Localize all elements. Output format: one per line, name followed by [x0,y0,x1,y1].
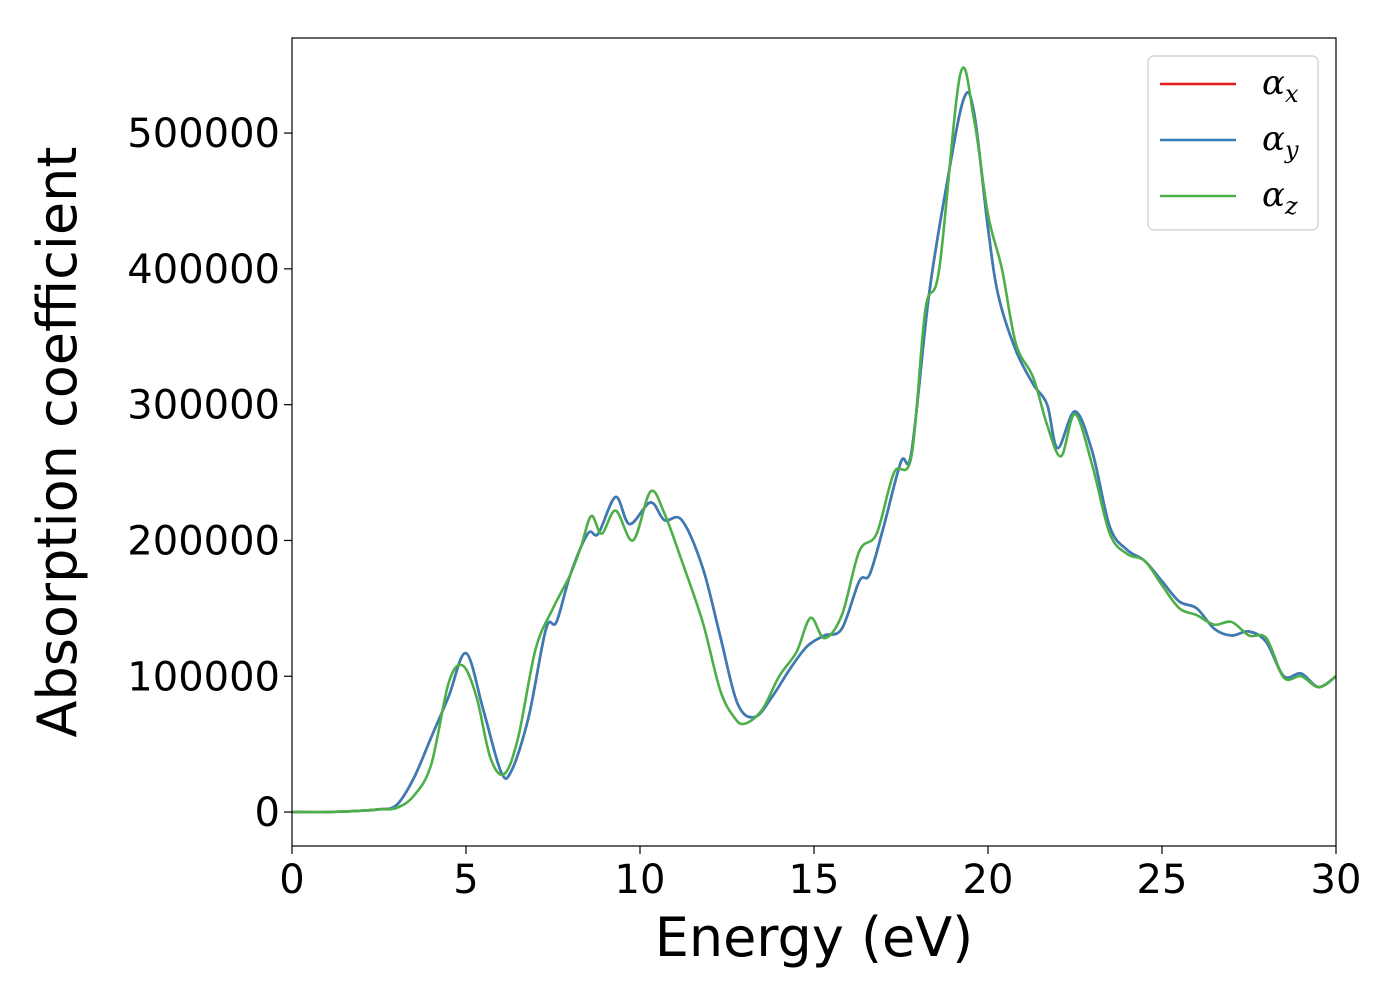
y-tick-label: 500000 [127,111,280,157]
y-axis-label: Absorption coefficient [26,147,89,738]
x-tick-label: 10 [615,857,666,903]
y-tick-label: 100000 [127,654,280,700]
x-tick-label: 20 [963,857,1014,903]
x-tick-label: 15 [789,857,840,903]
x-tick-label: 30 [1311,857,1362,903]
legend-box [1147,55,1319,231]
y-tick-label: 400000 [127,247,280,293]
y-axis: 0 100000 200000 300000 400000 500000 [127,111,292,836]
x-axis: 0 5 10 15 20 25 30 [279,846,1361,903]
x-tick-label: 25 [1137,857,1188,903]
y-tick-label: 0 [255,790,280,836]
series-line-z [291,66,1337,814]
y-tick-label: 300000 [127,383,280,429]
plot-area [291,66,1337,814]
y-tick-label: 200000 [127,518,280,564]
x-tick-label: 5 [453,857,478,903]
x-axis-label: Energy (eV) [655,906,974,969]
x-tick-label: 0 [279,857,304,903]
